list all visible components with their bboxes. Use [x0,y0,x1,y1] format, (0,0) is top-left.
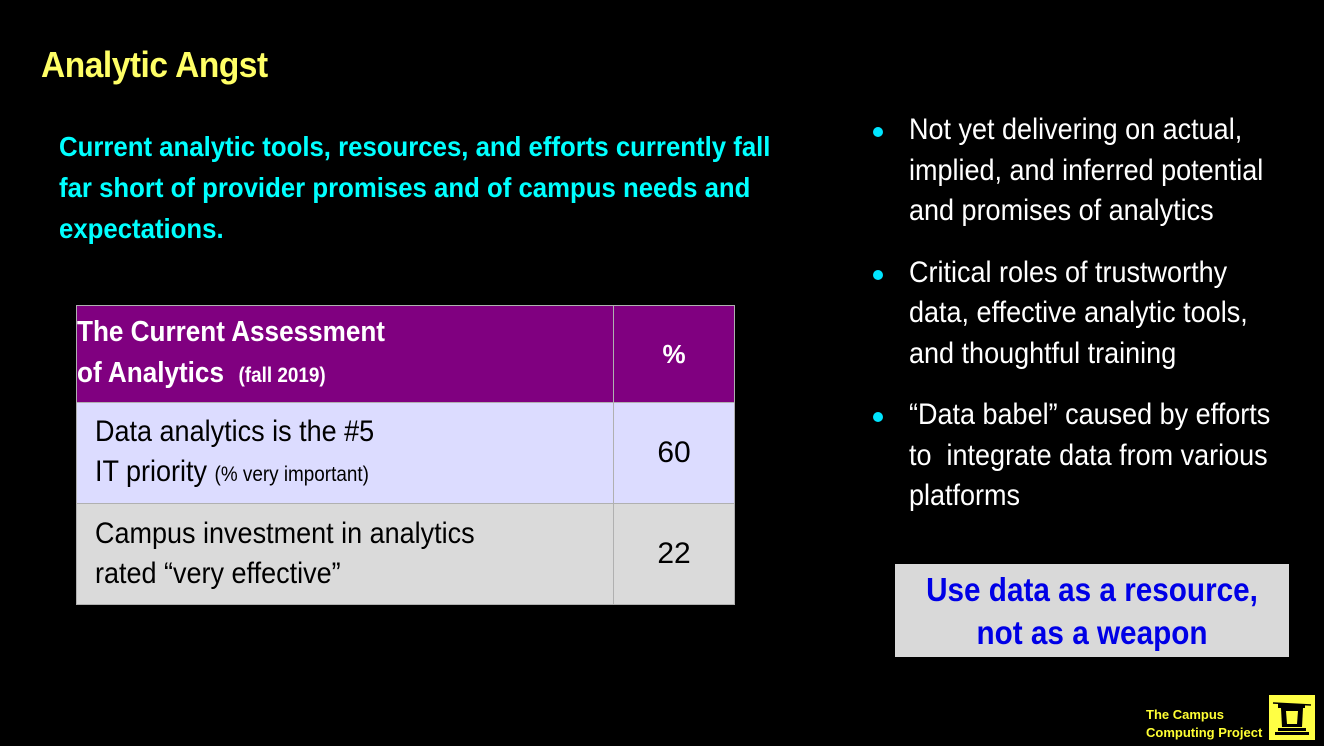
row-line-2: rated “very effective” [95,557,341,590]
bullet-item: Critical roles of trustworthy data, effe… [870,253,1310,375]
row-value: 60 [613,402,735,504]
bullet-dot-icon [873,127,883,137]
row-label: Data analytics is the #5 IT priority (% … [76,402,614,504]
bullet-line: implied, and inferred potential [909,153,1264,187]
table-row: Campus investment in analytics rated “ve… [76,503,735,605]
row-label: Campus investment in analytics rated “ve… [76,503,614,605]
bullet-item: Not yet delivering on actual, implied, a… [870,110,1310,232]
callout-box: Use data as a resource, not as a weapon [895,564,1289,657]
bullet-line: Critical roles of trustworthy [909,255,1228,289]
bullet-line: “Data babel” caused by efforts [909,398,1271,431]
slide-title: Analytic Angst [41,44,268,85]
row-line-2-wrap: IT priority (% very important) [95,452,369,495]
footer-line-2: Computing Project [1146,725,1263,740]
table-header-percent: % [613,305,735,403]
callout-line-1: Use data as a resource, [926,570,1258,608]
header-line-2-wrap: of Analytics (fall 2019) [77,353,326,396]
assessment-table: The Current Assessment of Analytics (fal… [76,305,735,605]
header-line-2: of Analytics [77,357,224,389]
bullet-line: and promises of analytics [909,194,1214,227]
table-row: Data analytics is the #5 IT priority (% … [76,402,735,504]
bullet-line: to integrate data from various [909,438,1268,472]
slide-subtitle: Current analytic tools, resources, and e… [59,131,771,244]
table-header-row: The Current Assessment of Analytics (fal… [76,305,735,403]
table-header-label: The Current Assessment of Analytics (fal… [76,305,614,403]
row-line-1: Campus investment in analytics [95,517,475,550]
footer-brand: The Campus Computing Project [1146,706,1262,742]
footer-line-1: The Campus [1146,707,1225,722]
campus-computing-logo-icon [1269,695,1315,740]
header-line-1: The Current Assessment [77,316,385,348]
row-value: 22 [613,503,735,605]
row-line-1: Data analytics is the #5 [95,414,375,448]
bullet-item: “Data babel” caused by efforts to integr… [870,395,1310,517]
bullet-line: Not yet delivering on actual, [909,113,1243,146]
bullet-line: platforms [909,479,1021,512]
row-note: (% very important) [214,462,369,486]
bullet-list: Not yet delivering on actual, implied, a… [870,110,1310,538]
row-line-2: IT priority [95,454,208,488]
callout-line-2: not as a weapon [976,613,1208,651]
bullet-line: and thoughtful training [909,336,1177,370]
bullet-line: data, effective analytic tools, [909,296,1248,329]
bullet-dot-icon [873,412,883,422]
header-note: (fall 2019) [238,364,326,387]
bullet-dot-icon [873,269,883,280]
